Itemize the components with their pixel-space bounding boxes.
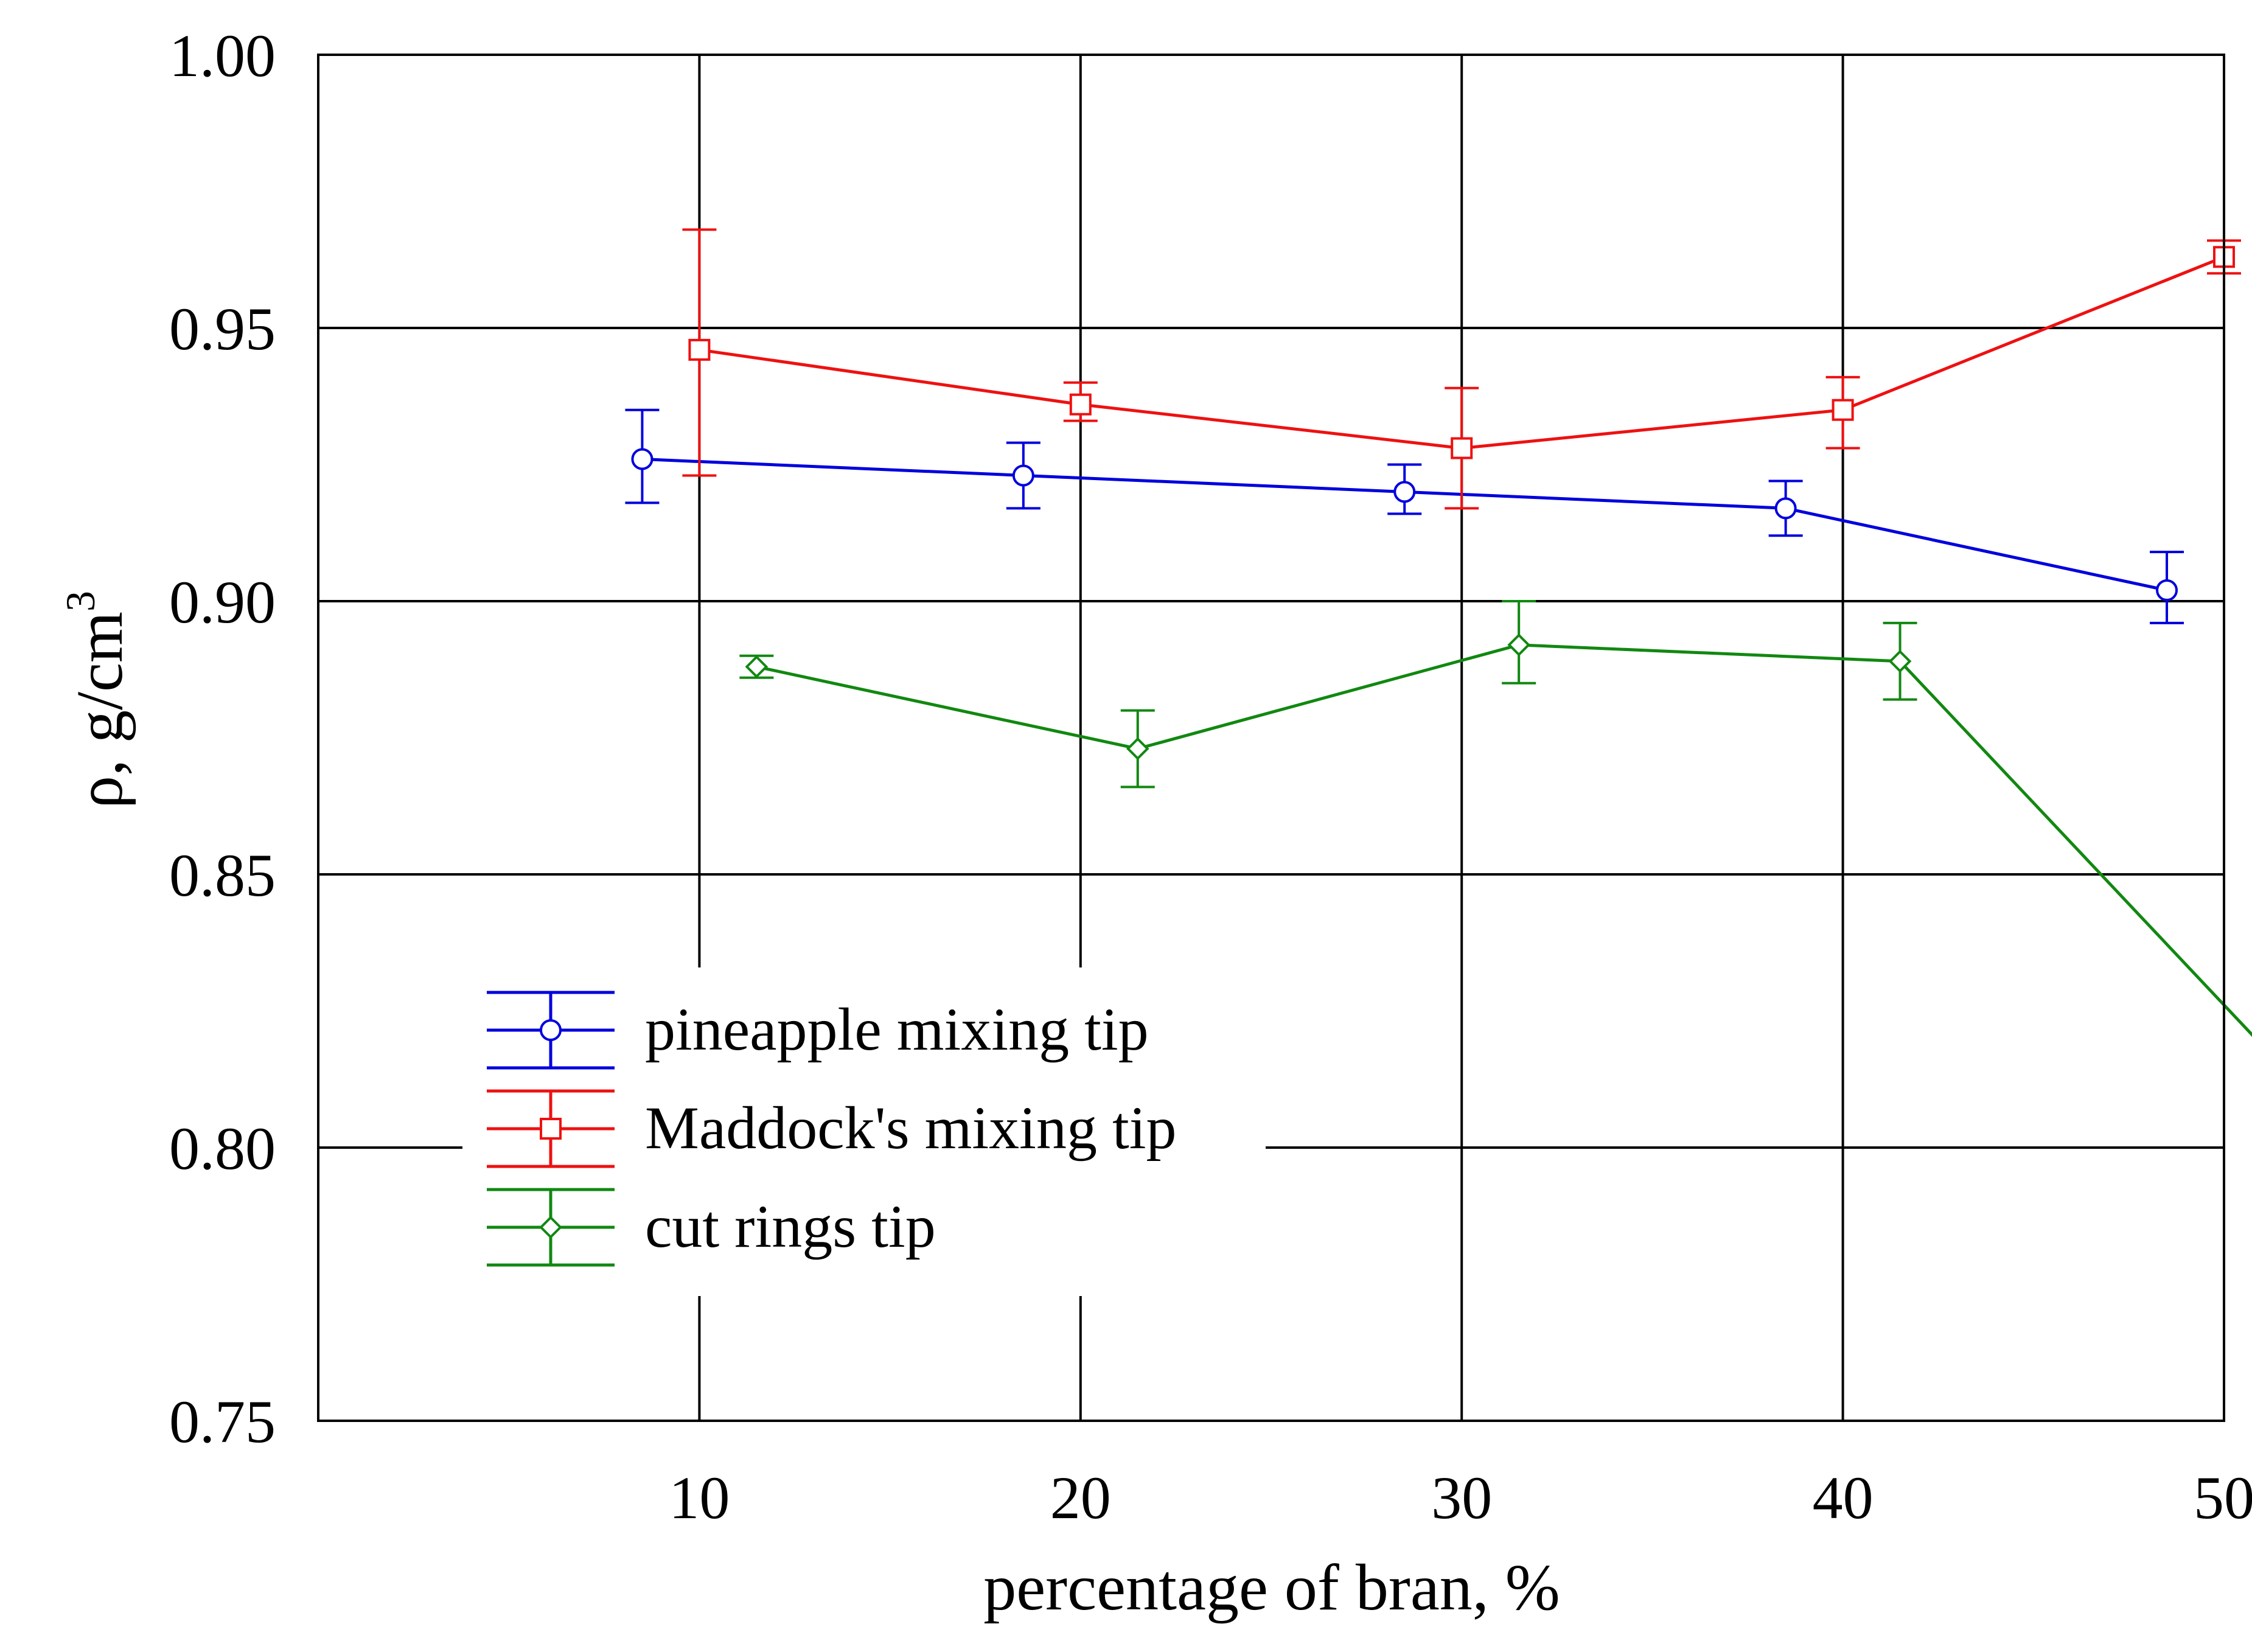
legend-label-0: pineapple mixing tip — [645, 995, 1149, 1063]
plot-frame — [317, 54, 2225, 1422]
point-1-0 — [688, 338, 711, 361]
legend-box — [462, 967, 1266, 1296]
legend-entry-0: pineapple mixing tip — [487, 991, 1149, 1070]
legend-marker-0 — [540, 1019, 562, 1041]
legend-marker-2 — [539, 1216, 562, 1239]
x-tick-label-40: 40 — [1813, 1464, 1874, 1532]
point-2-1 — [1126, 737, 1149, 761]
point-1-3 — [1832, 399, 1854, 421]
point-0-3 — [1774, 497, 1797, 520]
point-0-4 — [2156, 579, 2178, 602]
y-axis-title: ρ, g/cm3 — [57, 591, 136, 809]
x-tick-label-30: 30 — [1431, 1464, 1492, 1532]
y-axis-title-superscript: 3 — [57, 591, 103, 612]
axis-layer: 10 20 30 40 50 0.75 0.80 0.85 0.90 0.95 1.00 — [169, 22, 2252, 1532]
point-0-2 — [1393, 481, 1416, 503]
legend-entry-2: cut rings tip — [487, 1188, 936, 1267]
legend: pineapple mixing tip Maddock's mixing tip… — [462, 967, 1266, 1296]
series-2 — [739, 600, 2252, 1037]
legend-label-1: Maddock's mixing tip — [645, 1094, 1177, 1162]
legend-label-2: cut rings tip — [645, 1193, 936, 1260]
point-2-3 — [1888, 649, 1912, 673]
point-0-1 — [1012, 464, 1034, 487]
series-1 — [682, 228, 2241, 510]
y-tick-label-0.90: 0.90 — [169, 568, 276, 636]
point-0-0 — [631, 448, 654, 470]
point-2-0 — [745, 655, 769, 678]
x-tick-label-10: 10 — [669, 1464, 730, 1532]
point-1-1 — [1069, 393, 1092, 416]
x-tick-label-50: 50 — [2194, 1464, 2252, 1532]
legend-entry-1: Maddock's mixing tip — [487, 1089, 1177, 1168]
series-layer — [625, 228, 2252, 1037]
y-tick-label-0.95: 0.95 — [169, 295, 276, 363]
series-0 — [625, 408, 2184, 624]
y-tick-label-0.75: 0.75 — [169, 1388, 276, 1455]
y-tick-label-1.00: 1.00 — [169, 22, 276, 89]
y-axis-title-main: ρ, g/cm — [64, 612, 136, 809]
x-tick-label-20: 20 — [1050, 1464, 1111, 1532]
legend-marker-1 — [540, 1118, 562, 1140]
y-tick-label-0.80: 0.80 — [169, 1115, 276, 1182]
x-axis-title: percentage of bran, % — [983, 1552, 1560, 1624]
y-tick-label-0.85: 0.85 — [169, 842, 276, 909]
point-1-2 — [1451, 437, 1473, 459]
point-2-2 — [1507, 633, 1530, 657]
